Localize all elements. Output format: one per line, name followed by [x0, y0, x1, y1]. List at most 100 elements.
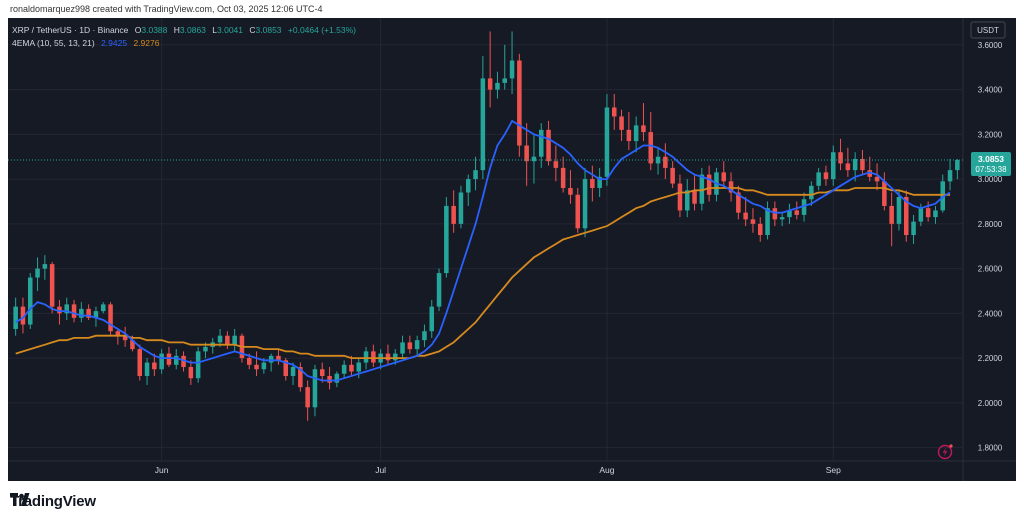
candle-body — [436, 273, 442, 307]
candle-body — [363, 351, 369, 363]
y-tick-label: 3.2000 — [978, 130, 1003, 139]
candle-body — [451, 205, 456, 224]
candle — [276, 349, 281, 365]
tradingview-brand: TradingView — [10, 493, 96, 510]
candle-body — [137, 349, 143, 376]
legend-row-2[interactable]: 4EMA (10, 55, 13, 21) 2.9425 2.9276 — [12, 38, 160, 48]
candle-body — [42, 264, 48, 269]
candle-body — [947, 170, 953, 182]
candles — [13, 31, 960, 421]
candle-body — [312, 369, 318, 408]
candle — [210, 337, 216, 354]
candle-body — [444, 205, 449, 274]
candle-body — [852, 158, 858, 171]
candle — [940, 174, 946, 213]
x-tick-label: Aug — [599, 465, 614, 475]
candle — [823, 165, 829, 186]
candle-body — [487, 78, 493, 90]
candle-body — [918, 208, 924, 222]
candle-body — [115, 331, 121, 336]
candle-body — [590, 179, 595, 189]
candle-body — [334, 373, 340, 383]
candle-body — [845, 163, 851, 171]
candle-body — [765, 208, 770, 236]
candle-body — [371, 351, 376, 363]
candle-body — [626, 129, 632, 142]
candle-body — [49, 264, 55, 307]
candle — [407, 335, 413, 354]
chart-panel[interactable]: 3.6000 3.4000 3.2000 3.0000 2.8000 2.6000 2.40… — [8, 18, 1016, 481]
candle — [663, 143, 668, 180]
candle — [181, 351, 186, 372]
candle — [553, 145, 559, 182]
price-chart[interactable]: 3.6000 3.4000 3.2000 3.0000 2.8000 2.6000 2.40… — [8, 18, 1016, 481]
candle — [298, 362, 303, 392]
close-label: C — [249, 25, 255, 35]
candle-body — [400, 342, 405, 354]
y-tick-label: 2.8000 — [978, 220, 1003, 229]
candle — [750, 208, 756, 233]
time-axis[interactable]: JunJulAugSepOct — [155, 465, 1016, 475]
candle — [487, 31, 493, 108]
candle — [757, 217, 763, 242]
candle-body — [93, 311, 99, 318]
candle — [779, 212, 785, 227]
candle-body — [670, 167, 675, 184]
candle-body — [882, 181, 887, 206]
candle — [524, 123, 529, 186]
candle-body — [568, 188, 573, 195]
candle — [838, 138, 843, 171]
candle-body — [896, 196, 902, 224]
y-tick-label: 1.8000 — [978, 444, 1003, 453]
candle-body — [159, 353, 164, 370]
candle-body — [655, 156, 661, 164]
candle-body — [64, 304, 70, 314]
candle — [626, 111, 632, 151]
candle-body — [130, 340, 135, 350]
y-tick-label: 2.4000 — [978, 309, 1003, 318]
candle-body — [517, 60, 522, 146]
candle-body — [166, 353, 172, 365]
candle-body — [816, 172, 821, 186]
currency-badge[interactable]: USDT — [970, 21, 1006, 39]
candle-body — [911, 221, 916, 236]
candle — [159, 349, 164, 374]
candle — [225, 331, 230, 350]
tradingview-logo-icon — [10, 493, 30, 506]
candle-body — [407, 342, 413, 350]
candle-body — [538, 129, 544, 157]
candle-body — [356, 362, 362, 372]
candle-body — [648, 132, 654, 164]
candle — [882, 172, 887, 211]
candle-body — [319, 369, 325, 376]
candle-body — [100, 304, 106, 312]
candle — [560, 156, 566, 193]
close-value: 3.0853 — [256, 25, 282, 35]
candle-body — [20, 306, 26, 325]
candle-body — [232, 335, 237, 345]
ema-fast-value: 2.9425 — [101, 38, 127, 48]
candle — [93, 306, 99, 327]
candle-body — [57, 306, 62, 314]
candle — [195, 346, 201, 383]
price-axis[interactable]: 3.6000 3.4000 3.2000 3.0000 2.8000 2.6000 2.40… — [978, 41, 1003, 453]
candle-body — [298, 367, 303, 388]
candle — [108, 302, 113, 336]
candle — [305, 380, 310, 421]
candle-body — [663, 156, 668, 168]
candle-body — [925, 208, 931, 218]
candle-body — [531, 156, 537, 162]
candle-body — [290, 367, 296, 376]
candle-body — [392, 353, 398, 361]
candle-body — [860, 158, 865, 171]
lightning-icon[interactable] — [937, 444, 953, 460]
candle-body — [575, 194, 581, 229]
candle — [173, 349, 179, 370]
y-tick-label: 2.0000 — [978, 399, 1003, 408]
candle — [684, 179, 690, 218]
candle — [546, 120, 551, 166]
open-label: O — [135, 25, 142, 35]
candle-body — [509, 60, 515, 79]
candle-body — [35, 268, 40, 278]
currency-badge-label: USDT — [977, 26, 999, 35]
